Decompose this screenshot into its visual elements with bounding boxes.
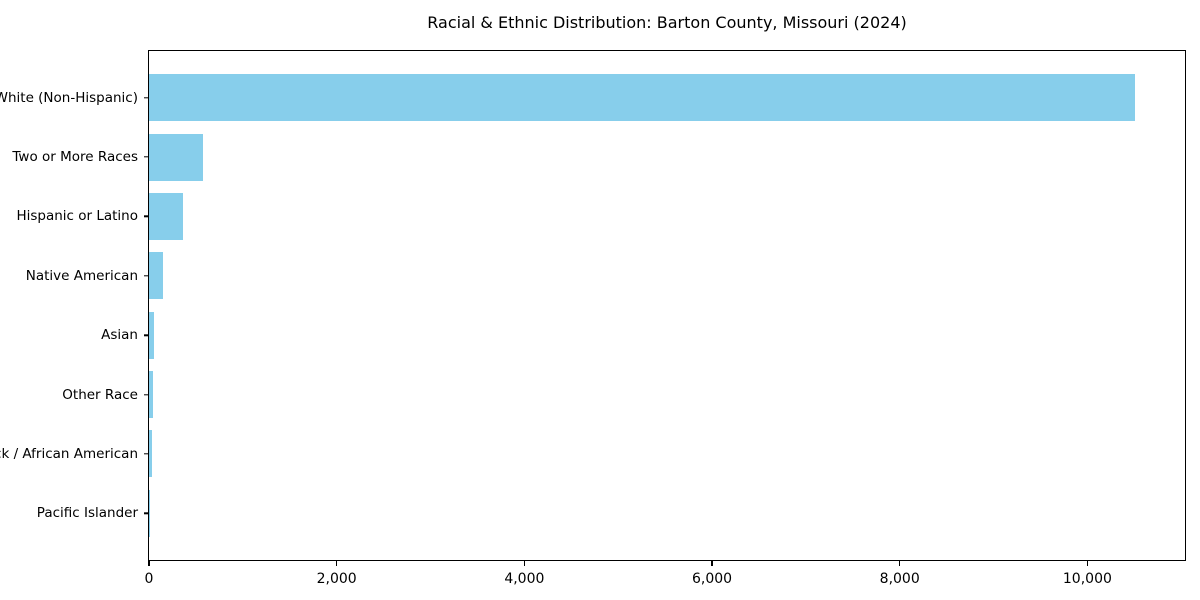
bar [149, 430, 153, 478]
bar [149, 252, 163, 300]
y-tick-mark [144, 334, 148, 336]
x-tick-mark [1086, 561, 1089, 566]
bar [149, 74, 1136, 122]
bar-row: Hispanic or Latino [16, 187, 1185, 246]
y-tick-mark [144, 275, 148, 277]
y-tick-label: Black / African American [0, 445, 138, 462]
y-tick-mark [144, 453, 148, 455]
y-tick-label: Asian [101, 327, 138, 344]
x-tick-label: 6,000 [691, 571, 733, 587]
y-tick-mark [144, 215, 148, 218]
x-tick-mark [523, 561, 526, 566]
x-tick-label: 8,000 [879, 571, 920, 587]
y-tick-mark [144, 393, 148, 396]
x-tick-label: 0 [144, 571, 154, 587]
bar-row: Other Race [62, 365, 1185, 424]
bar [149, 133, 203, 181]
bar [149, 192, 184, 240]
y-tick-label: White (Non-Hispanic) [0, 89, 138, 106]
y-tick-mark [144, 156, 148, 158]
plot-area: White (Non-Hispanic) Two or More Races His… [0, 50, 1186, 587]
x-tick-label: 10,000 [1062, 571, 1112, 587]
y-tick-label: Pacific Islander [36, 505, 138, 522]
x-tick-mark [899, 561, 901, 566]
bar-row: Asian [101, 306, 1185, 365]
bars-container: White (Non-Hispanic) Two or More Races His… [0, 51, 1185, 560]
y-tick-mark [144, 96, 148, 99]
y-tick-mark [144, 512, 148, 515]
x-tick-mark [711, 561, 713, 566]
y-tick-label: Hispanic or Latino [16, 208, 138, 225]
x-tick-label: 2,000 [316, 571, 357, 587]
x-tick-mark [335, 561, 338, 566]
bar-row: Two or More Races [12, 127, 1185, 186]
bar-row: Black / African American [0, 424, 1185, 483]
bar-row: White (Non-Hispanic) [0, 68, 1185, 127]
bar-row: Native American [26, 246, 1185, 305]
y-tick-label: Two or More Races [12, 149, 138, 166]
x-tick-label: 4,000 [504, 571, 545, 587]
bar [149, 311, 155, 359]
y-tick-label: Native American [25, 267, 138, 284]
y-tick-label: Other Race [62, 386, 138, 403]
bar [149, 371, 154, 419]
x-tick-mark [148, 561, 150, 566]
chart-title: Racial & Ethnic Distribution: Barton Cou… [427, 13, 907, 32]
bar-row: Pacific Islander [37, 484, 1185, 543]
